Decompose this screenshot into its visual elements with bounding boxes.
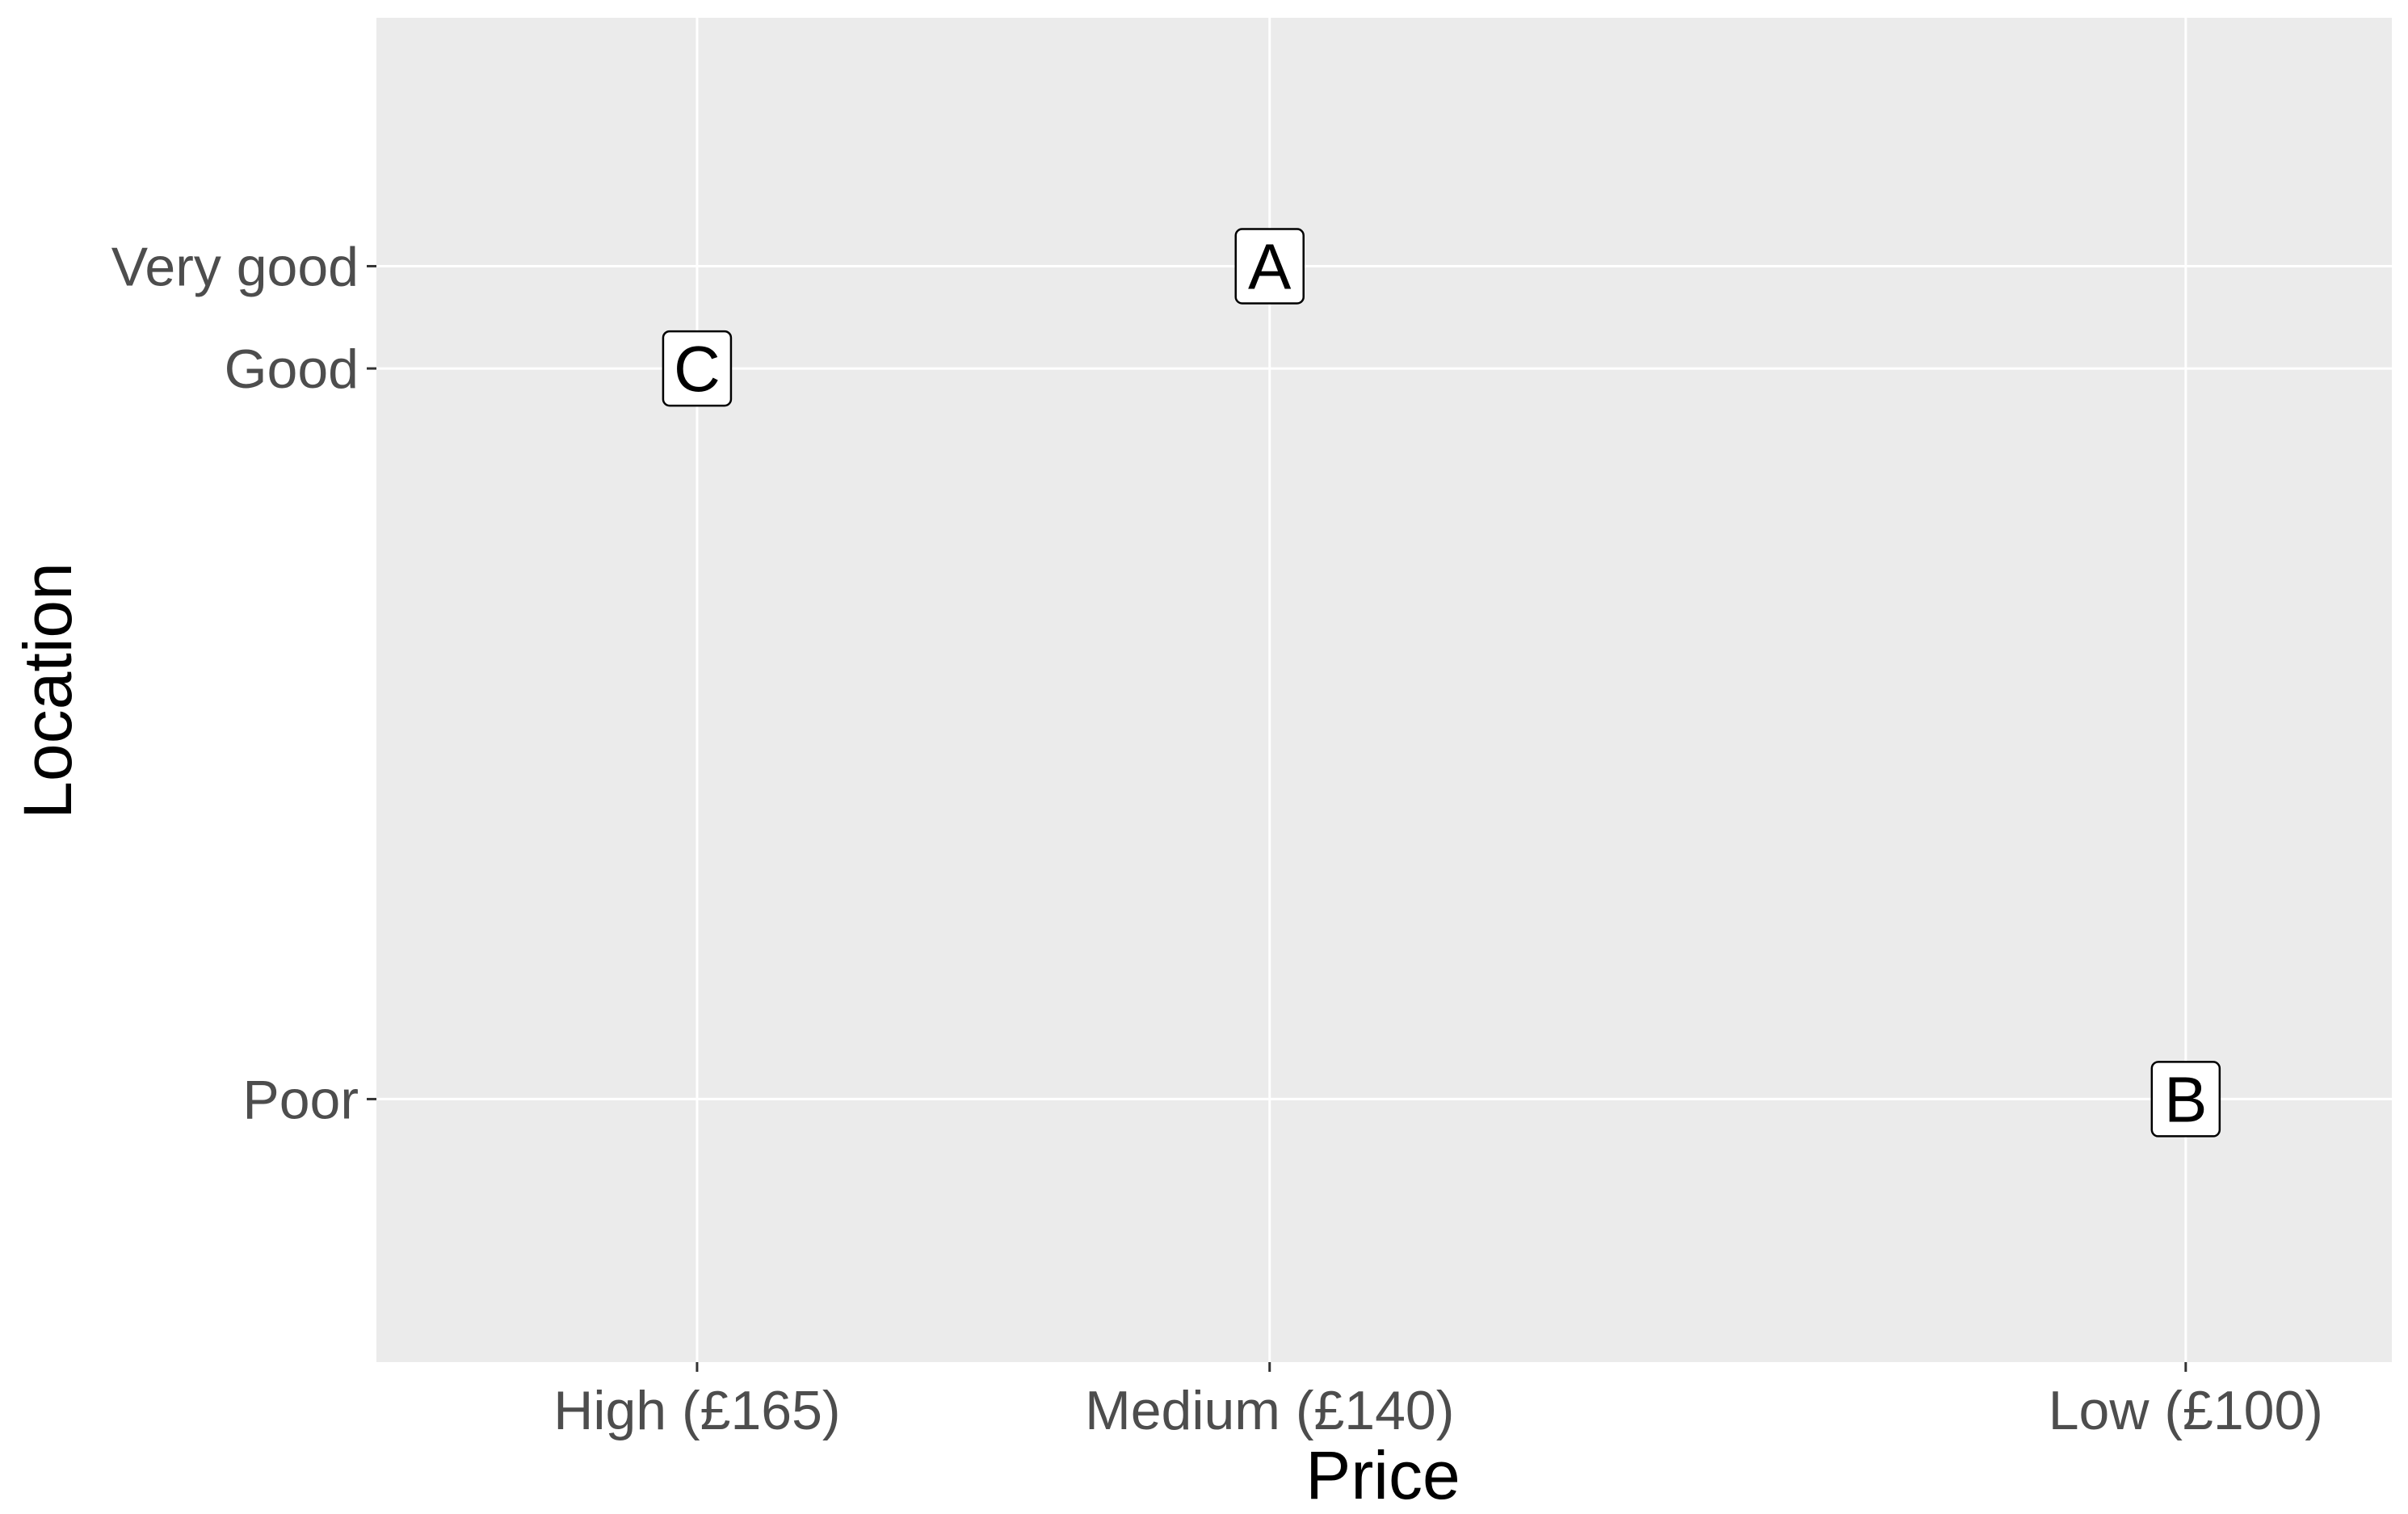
y-tick-label: Poor bbox=[242, 1069, 359, 1130]
x-axis-title: Price bbox=[1305, 1437, 1460, 1513]
data-point-c: C bbox=[662, 330, 733, 407]
data-point-b: B bbox=[2150, 1061, 2221, 1138]
x-tick-label: High (£165) bbox=[553, 1380, 840, 1441]
data-point-a: A bbox=[1234, 228, 1305, 305]
data-point-box bbox=[1234, 228, 1305, 305]
x-tick-label: Medium (£140) bbox=[1085, 1380, 1454, 1441]
data-point-box bbox=[662, 330, 733, 407]
data-point-label: B bbox=[2164, 1063, 2207, 1135]
x-tick-label: Low (£100) bbox=[2049, 1380, 2323, 1441]
x-axis: High (£165) Medium (£140) Low (£100) bbox=[553, 1362, 2323, 1441]
y-tick-label: Good bbox=[225, 339, 359, 400]
y-axis-title: Location bbox=[10, 562, 86, 819]
data-point-box bbox=[2150, 1061, 2221, 1138]
y-axis: Poor Good Very good bbox=[111, 236, 376, 1130]
data-point-label: A bbox=[1248, 230, 1292, 302]
y-tick-label: Very good bbox=[111, 236, 359, 297]
plot-panel bbox=[376, 18, 2392, 1362]
data-point-label: C bbox=[674, 333, 721, 405]
data-labels: A C B bbox=[662, 228, 2221, 1138]
